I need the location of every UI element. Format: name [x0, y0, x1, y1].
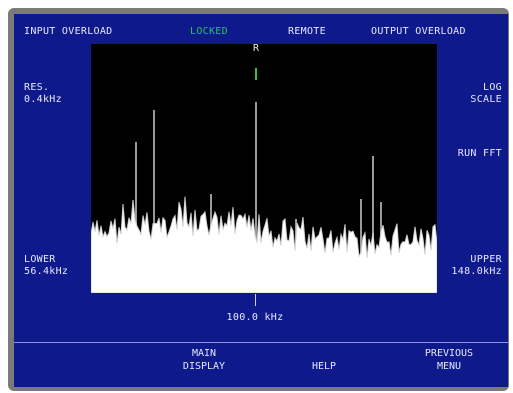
lower-frequency-value: 56.4kHz [24, 266, 69, 277]
previous-menu-line1: PREVIOUS [424, 348, 474, 359]
upper-frequency-label: UPPER [470, 254, 502, 265]
analyzer-screen: INPUT OVERLOAD LOCKED REMOTE OUTPUT OVER… [14, 14, 508, 387]
reference-marker-tick [255, 68, 257, 80]
upper-frequency-value: 148.0kHz [451, 266, 502, 277]
previous-menu-softkey[interactable]: PREVIOUS MENU [399, 347, 499, 381]
spectrum-plot [91, 44, 437, 293]
lower-frequency-label: LOWER [24, 254, 56, 265]
locked-indicator: LOCKED [190, 26, 228, 37]
resolution-value: 0.4kHz [24, 94, 62, 105]
log-scale-line2: SCALE [470, 94, 502, 105]
softkey-divider [14, 342, 508, 343]
center-frequency-label: 100.0 kHz [226, 312, 284, 323]
spectrum-trace [91, 68, 437, 293]
softkey-bar: MAIN DISPLAY HELP PREVIOUS MENU [14, 343, 508, 387]
help-softkey[interactable]: HELP [284, 347, 364, 381]
main-display-line1: MAIN [191, 348, 217, 359]
center-frequency-tick [255, 294, 256, 306]
remote-indicator: REMOTE [288, 26, 326, 37]
input-overload-indicator: INPUT OVERLOAD [24, 26, 113, 37]
log-scale-line1: LOG [483, 82, 502, 93]
noise-floor-fill [91, 196, 437, 293]
main-display-softkey[interactable]: MAIN DISPLAY [154, 347, 254, 381]
help-label: HELP [311, 361, 337, 372]
run-fft-label: RUN FFT [457, 148, 502, 159]
previous-menu-line2: MENU [436, 361, 462, 372]
reference-marker-label: R [253, 43, 260, 54]
output-overload-indicator: OUTPUT OVERLOAD [371, 26, 466, 37]
resolution-label: RES. [24, 82, 50, 93]
main-display-line2: DISPLAY [182, 361, 226, 372]
